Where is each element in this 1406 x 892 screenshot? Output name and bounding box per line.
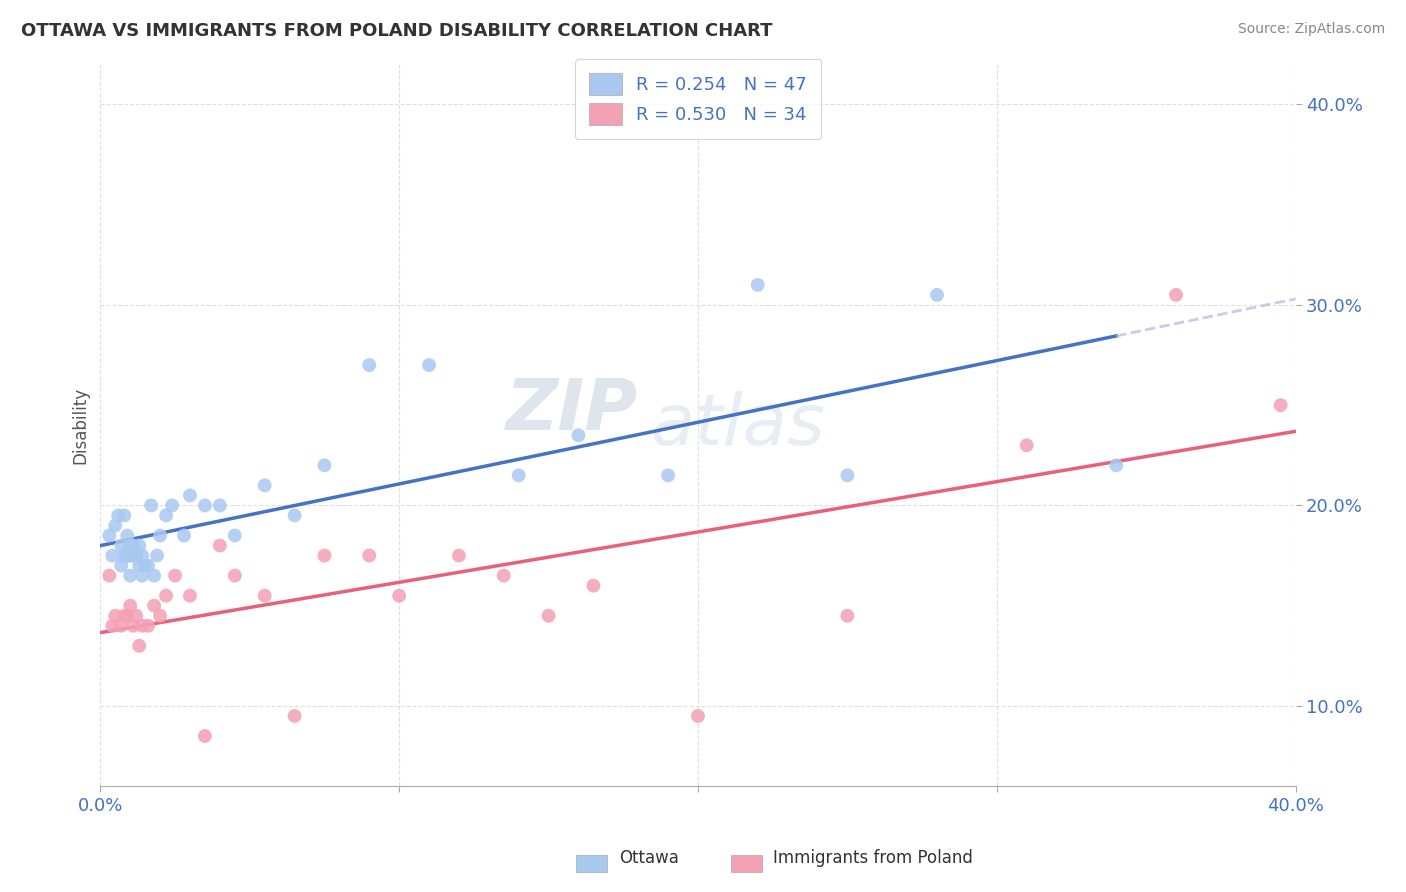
Point <box>107 508 129 523</box>
Point <box>117 549 139 563</box>
Point <box>128 539 150 553</box>
Point <box>101 618 124 632</box>
Point <box>155 589 177 603</box>
Point <box>122 618 145 632</box>
Text: Source: ZipAtlas.com: Source: ZipAtlas.com <box>1237 22 1385 37</box>
Text: atlas: atlas <box>650 391 825 459</box>
Point <box>149 528 172 542</box>
Point <box>686 709 709 723</box>
Point <box>120 539 142 553</box>
Point <box>112 549 135 563</box>
Point <box>837 608 859 623</box>
Point <box>537 608 560 623</box>
Point <box>567 428 589 442</box>
Point <box>143 599 166 613</box>
Point <box>136 618 159 632</box>
Point <box>388 589 411 603</box>
Point <box>582 579 605 593</box>
Point <box>117 608 139 623</box>
Point <box>110 558 132 573</box>
Point <box>120 568 142 582</box>
Point <box>194 729 217 743</box>
Point <box>925 288 948 302</box>
Point <box>314 458 336 473</box>
Point <box>359 549 381 563</box>
Point <box>128 639 150 653</box>
Point <box>284 508 307 523</box>
Text: Immigrants from Poland: Immigrants from Poland <box>773 849 973 867</box>
Point <box>141 499 163 513</box>
Point <box>104 608 127 623</box>
Point <box>224 568 246 582</box>
Point <box>155 508 177 523</box>
Point <box>104 518 127 533</box>
Text: ZIP: ZIP <box>506 376 638 445</box>
Point <box>224 528 246 542</box>
Point <box>447 549 470 563</box>
Point <box>98 568 121 582</box>
Point <box>179 589 201 603</box>
Y-axis label: Disability: Disability <box>72 386 89 464</box>
Point <box>208 499 231 513</box>
Point <box>508 468 530 483</box>
Point <box>98 528 121 542</box>
Point <box>657 468 679 483</box>
Point <box>1105 458 1128 473</box>
Point <box>112 508 135 523</box>
Point <box>1270 398 1292 412</box>
Point <box>1164 288 1187 302</box>
Point <box>122 539 145 553</box>
Point <box>284 709 307 723</box>
Point <box>128 558 150 573</box>
Point <box>747 277 769 292</box>
Point <box>165 568 187 582</box>
Point <box>146 549 169 563</box>
Point <box>120 599 142 613</box>
Text: OTTAWA VS IMMIGRANTS FROM POLAND DISABILITY CORRELATION CHART: OTTAWA VS IMMIGRANTS FROM POLAND DISABIL… <box>21 22 772 40</box>
Point <box>314 549 336 563</box>
Point <box>117 549 139 563</box>
Point <box>101 549 124 563</box>
Point <box>253 589 276 603</box>
Point <box>131 549 153 563</box>
Point <box>418 358 440 372</box>
Point <box>194 499 217 513</box>
Point <box>125 608 148 623</box>
Point <box>837 468 859 483</box>
Point <box>136 558 159 573</box>
Point <box>179 488 201 502</box>
Point <box>1015 438 1038 452</box>
Point <box>110 539 132 553</box>
Point <box>122 549 145 563</box>
Point <box>134 558 156 573</box>
Point <box>160 499 183 513</box>
Text: Ottawa: Ottawa <box>619 849 679 867</box>
Point <box>131 618 153 632</box>
Point <box>492 568 515 582</box>
Point <box>125 549 148 563</box>
Point <box>112 608 135 623</box>
Point <box>117 528 139 542</box>
Point <box>120 549 142 563</box>
Point <box>125 549 148 563</box>
Point <box>110 618 132 632</box>
Point <box>359 358 381 372</box>
Legend: R = 0.254   N = 47, R = 0.530   N = 34: R = 0.254 N = 47, R = 0.530 N = 34 <box>575 59 821 139</box>
Point <box>208 539 231 553</box>
Point <box>149 608 172 623</box>
Point <box>131 568 153 582</box>
Point <box>143 568 166 582</box>
Point <box>173 528 195 542</box>
Point <box>253 478 276 492</box>
